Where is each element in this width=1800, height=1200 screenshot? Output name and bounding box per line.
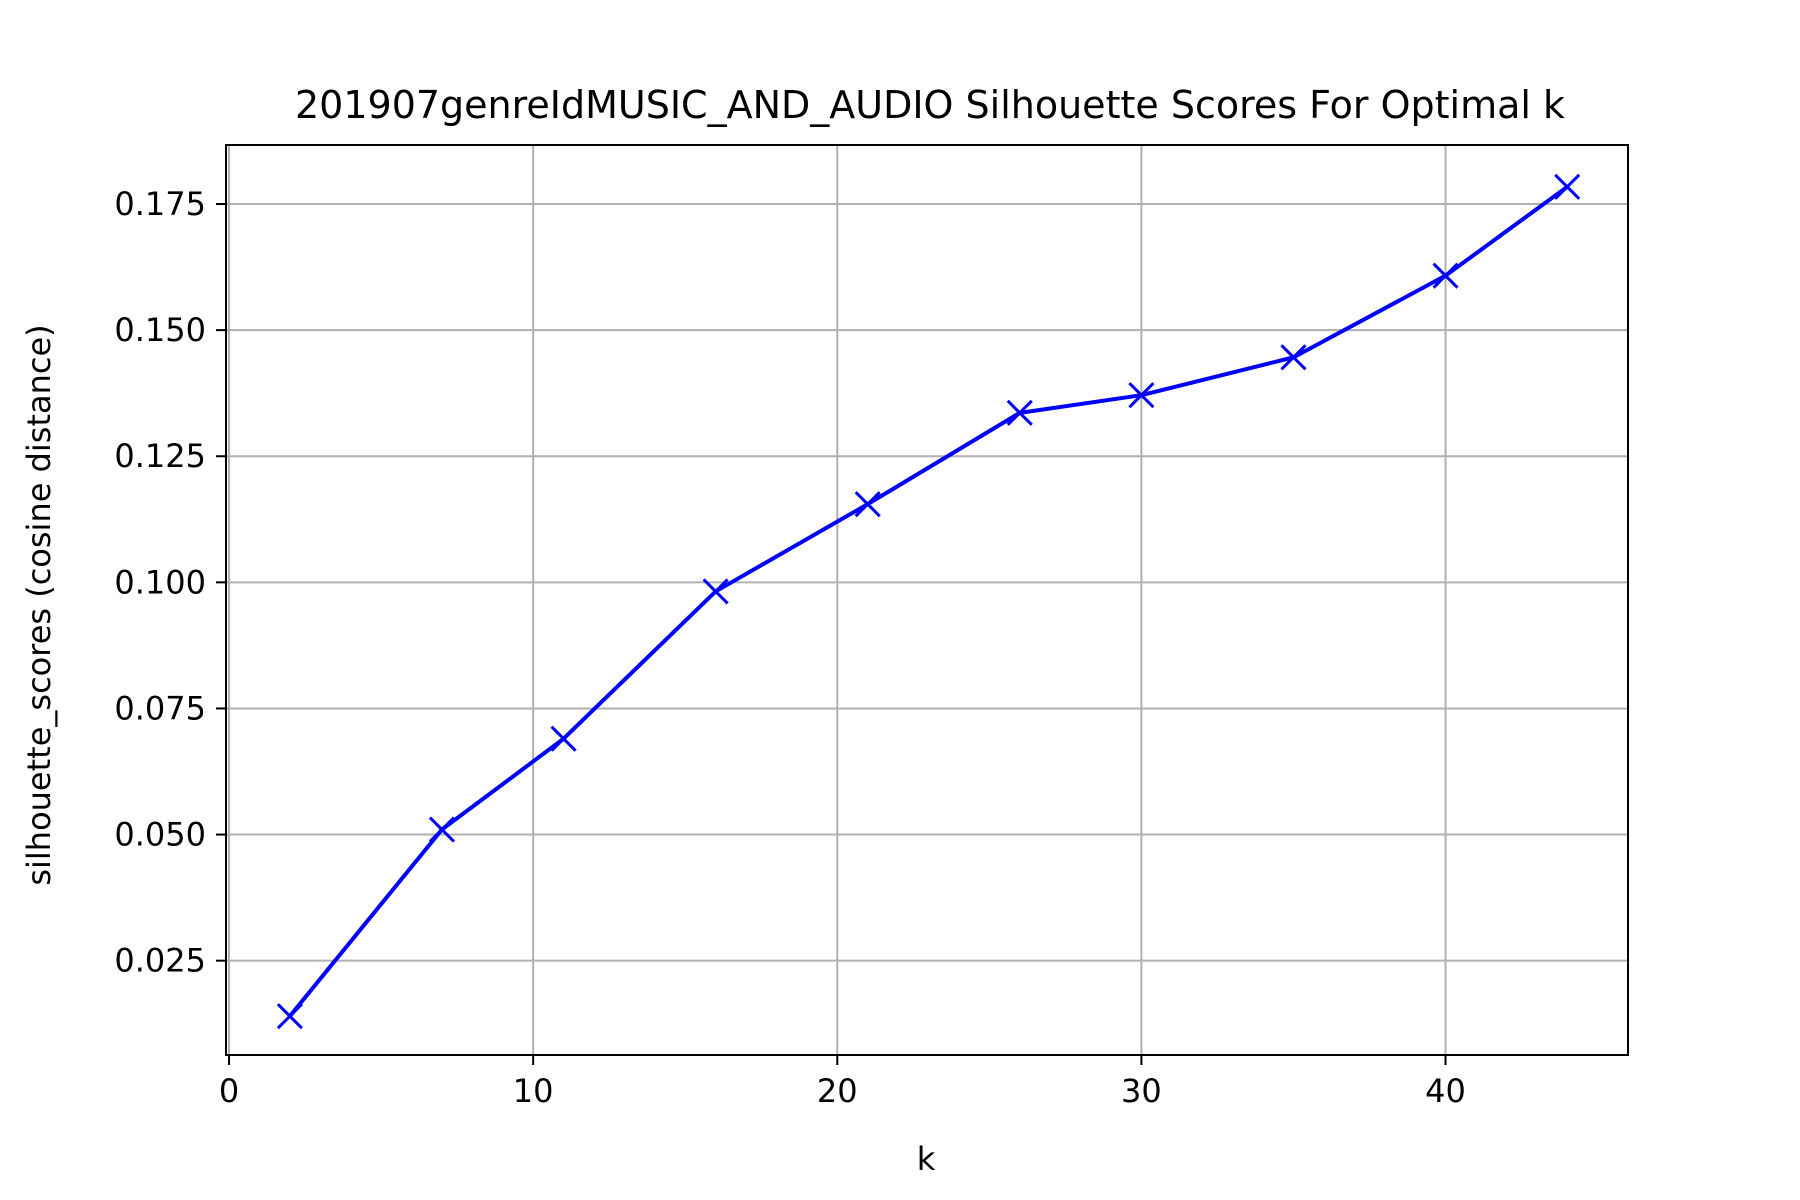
x-tick-label: 30 [1121,1072,1162,1110]
y-tick-label: 0.075 [114,689,206,727]
x-axis-ticks: 0 10 20 30 40 [219,1055,1466,1110]
series-layer [276,173,1581,1030]
data-point-marker [1128,382,1155,409]
y-axis-label: silhouette_scores (cosine distance) [20,324,58,885]
data-point-marker [428,816,455,843]
data-point-marker [550,725,577,752]
x-tick-label: 40 [1425,1072,1466,1110]
data-point-marker [1006,399,1033,426]
data-point-marker [854,491,881,518]
x-tick-label: 20 [817,1072,858,1110]
y-tick-label: 0.050 [114,816,206,854]
data-point-marker [276,1003,303,1030]
y-tick-label: 0.150 [114,311,206,349]
x-tick-label: 0 [219,1072,239,1110]
series-line [288,185,1569,1018]
x-axis-label: k [917,1140,936,1178]
y-tick-label: 0.125 [114,437,206,475]
data-point-marker [702,578,729,605]
y-axis-ticks: 0.025 0.050 0.075 0.100 0.125 0.150 0.175 [114,185,226,980]
data-point-marker [1554,173,1581,200]
data-point-marker [1432,262,1459,289]
chart-title: 201907genreIdMUSIC_AND_AUDIO Silhouette … [295,83,1565,127]
y-tick-label: 0.175 [114,185,206,223]
x-tick-label: 10 [513,1072,554,1110]
y-tick-label: 0.025 [114,942,206,980]
data-point-marker [1280,344,1307,371]
grid [226,145,1628,1055]
y-tick-label: 0.100 [114,563,206,601]
plot-frame [225,144,1629,1056]
